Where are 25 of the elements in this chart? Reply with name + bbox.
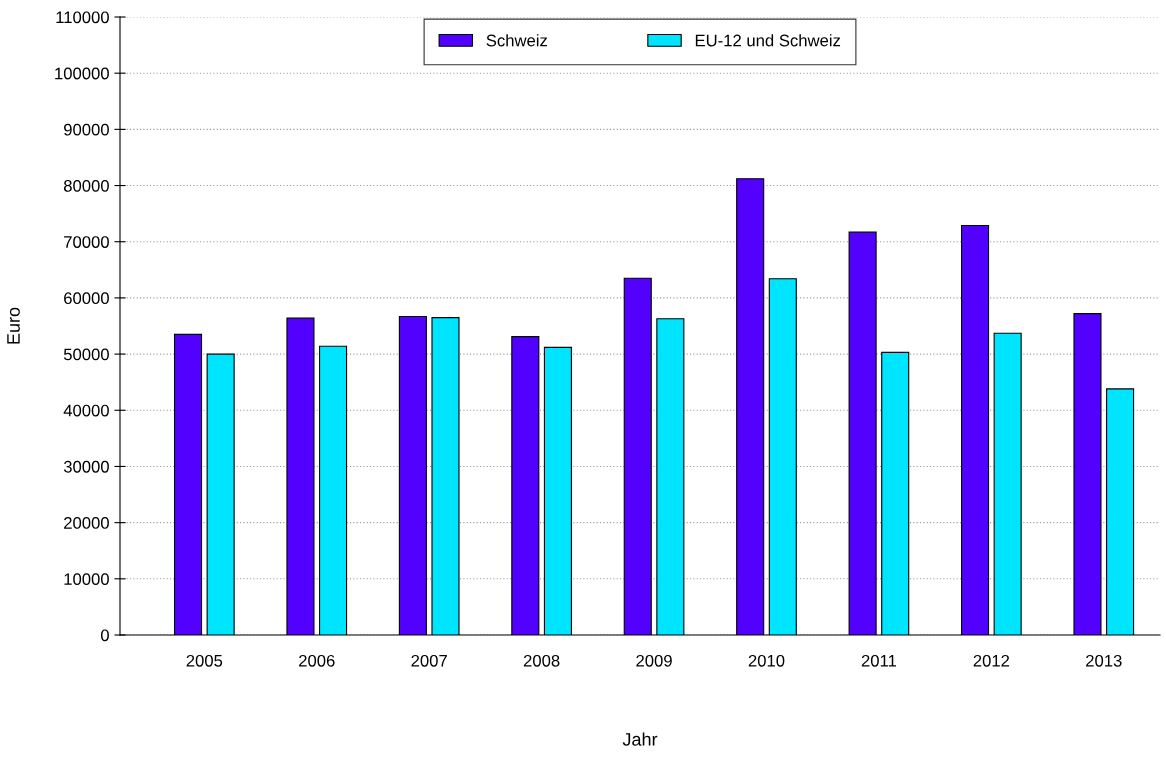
- y-tick-label: 90000: [64, 123, 109, 136]
- y-axis-title: Euro: [7, 307, 20, 344]
- legend-label: Schweiz: [486, 34, 548, 47]
- x-tick-label: 2007: [411, 654, 447, 667]
- y-tick-label: 80000: [63, 179, 109, 192]
- y-tick-label: 40000: [63, 404, 109, 417]
- y-tick-label: 0: [100, 629, 109, 642]
- x-axis-title: Jahr: [622, 732, 658, 746]
- y-tick-label: 60000: [64, 292, 109, 305]
- y-tick-label: 30000: [63, 460, 109, 473]
- legend-label: EU-12 und Schweiz: [695, 34, 841, 47]
- y-tick-label: 70000: [64, 236, 109, 248]
- x-tick-label: 2008: [523, 654, 560, 667]
- x-tick-label: 2005: [186, 654, 223, 667]
- x-tick-label: 2012: [973, 654, 1010, 667]
- y-tick-label: 10000: [64, 573, 109, 586]
- x-tick-label: 2011: [861, 654, 897, 667]
- y-tick-label: 20000: [64, 517, 109, 529]
- x-tick-label: 2010: [748, 654, 785, 667]
- x-tick-label: 2013: [1086, 654, 1122, 667]
- x-tick-label: 2006: [299, 654, 335, 667]
- y-tick-label: 100000: [55, 67, 109, 80]
- y-tick-label: 110000: [56, 11, 109, 24]
- y-tick-label: 50000: [63, 348, 109, 361]
- x-tick-label: 2009: [636, 654, 672, 667]
